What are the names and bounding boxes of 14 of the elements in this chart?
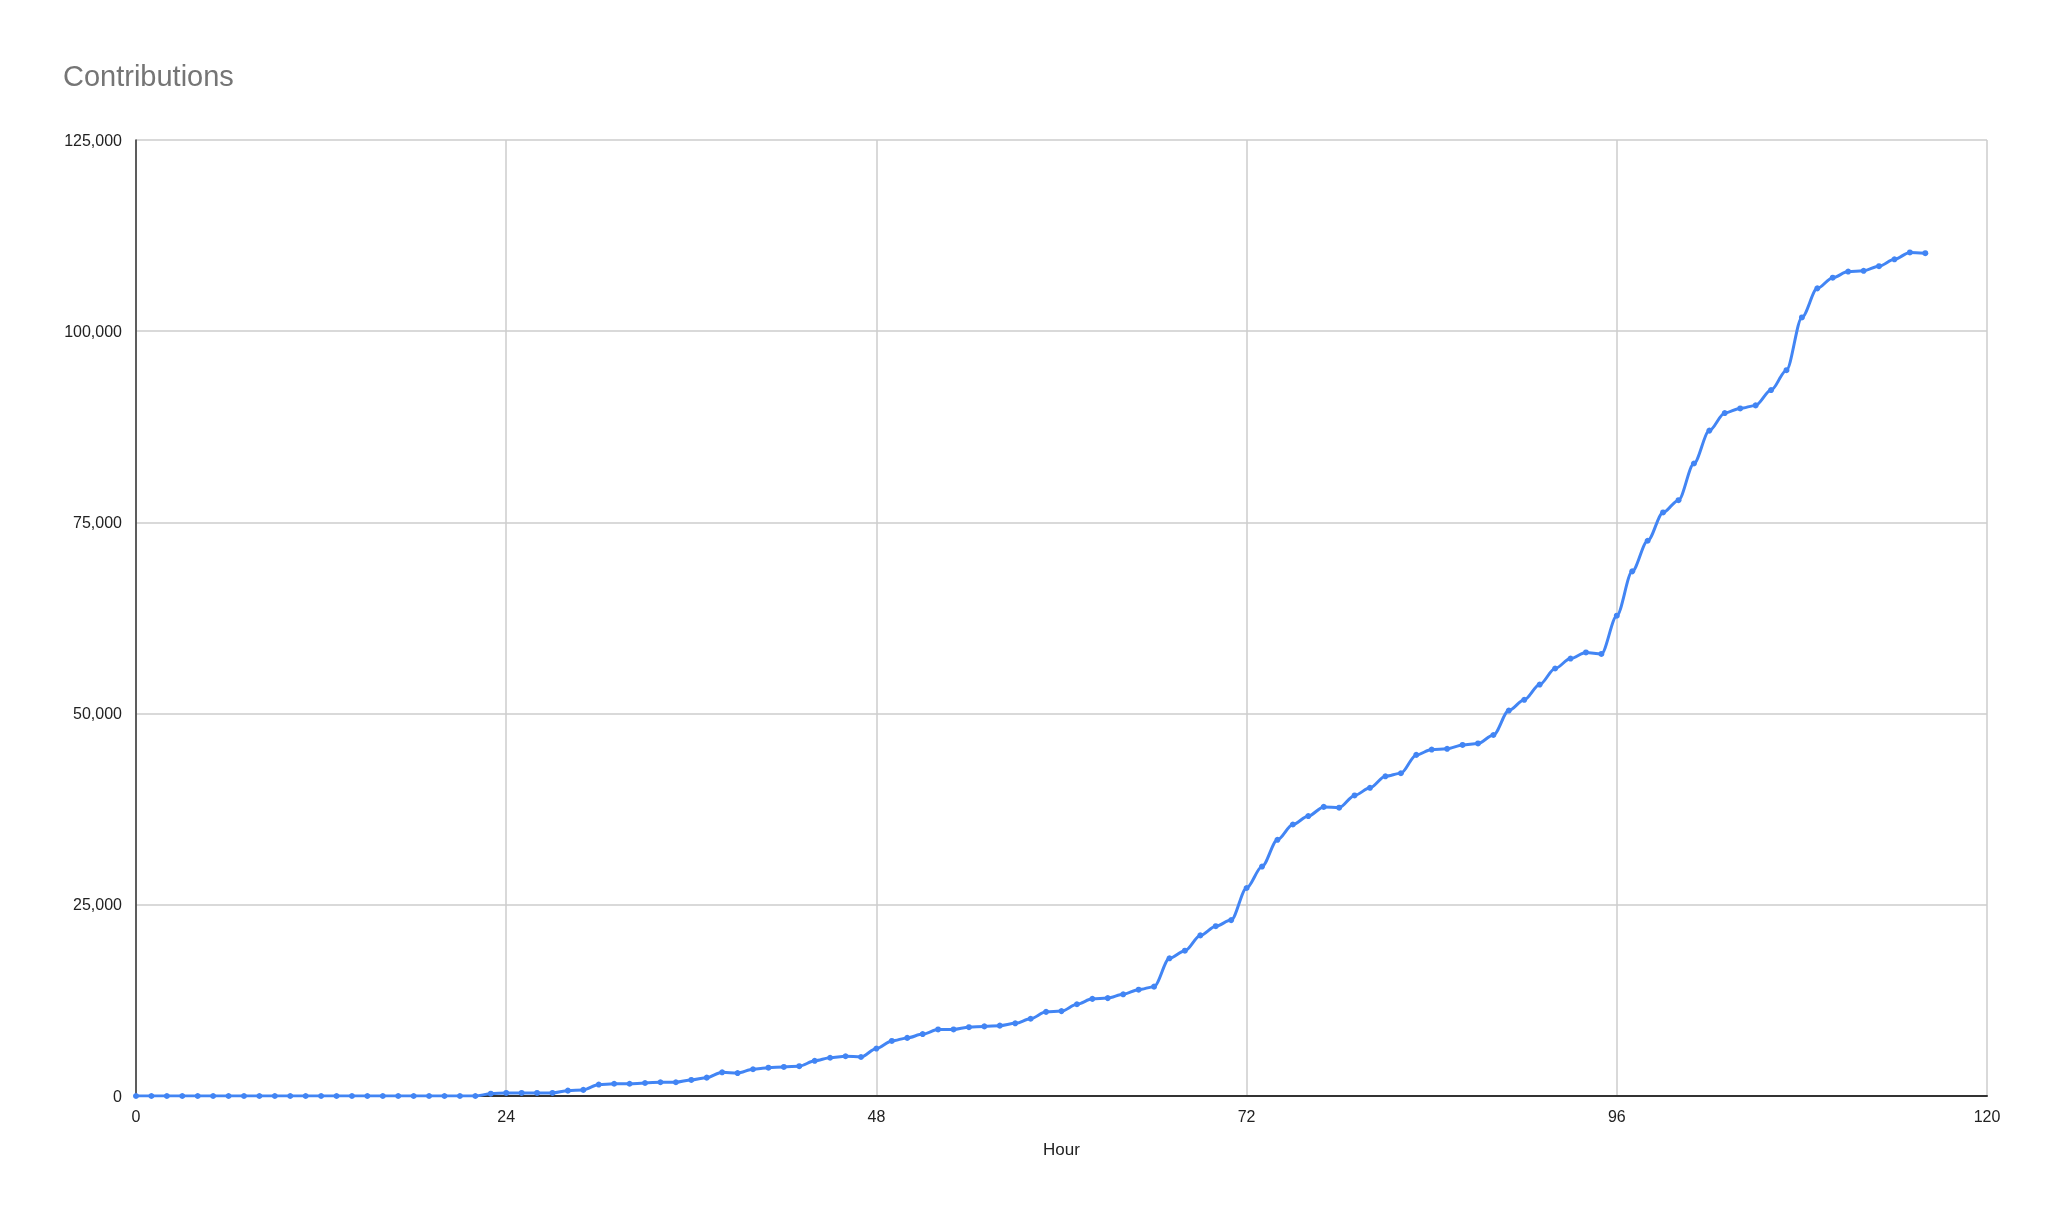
x-tick-label: 72 — [1237, 1107, 1256, 1125]
x-axis-title: Hour — [1043, 1140, 1081, 1159]
y-tick-label: 75,000 — [73, 513, 123, 531]
y-tick-label: 25,000 — [73, 896, 123, 914]
chart-title: Contributions — [63, 59, 234, 92]
x-tick-label: 96 — [1607, 1107, 1626, 1125]
x-tick-label: 48 — [867, 1107, 886, 1125]
x-tick-label: 0 — [131, 1107, 141, 1125]
y-tick-label: 50,000 — [73, 705, 123, 723]
x-tick-label: 120 — [1973, 1107, 2001, 1125]
y-tick-label: 100,000 — [64, 322, 123, 340]
y-tick-label: 125,000 — [64, 131, 123, 149]
x-tick-label: 24 — [497, 1107, 516, 1125]
y-tick-label: 0 — [113, 1087, 123, 1105]
